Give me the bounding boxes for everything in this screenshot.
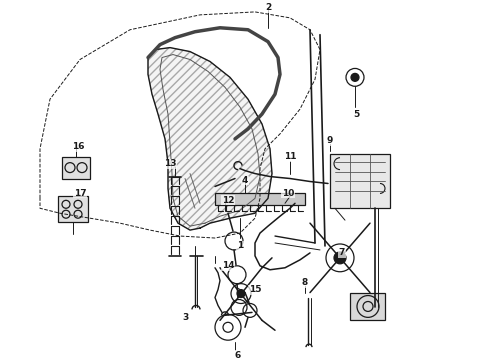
Bar bbox=[62, 157, 90, 179]
Text: 4: 4 bbox=[242, 176, 248, 185]
Bar bbox=[350, 293, 385, 320]
Text: 17: 17 bbox=[74, 189, 86, 198]
Text: 11: 11 bbox=[284, 152, 296, 161]
Circle shape bbox=[334, 252, 346, 264]
Text: 14: 14 bbox=[221, 261, 234, 270]
Text: 3: 3 bbox=[182, 313, 188, 322]
Text: 13: 13 bbox=[164, 159, 176, 168]
Text: 5: 5 bbox=[353, 109, 359, 118]
Text: 15: 15 bbox=[249, 285, 261, 294]
Bar bbox=[215, 193, 305, 205]
Circle shape bbox=[351, 73, 359, 81]
Text: 16: 16 bbox=[72, 142, 84, 151]
Text: 9: 9 bbox=[327, 136, 333, 145]
Text: 2: 2 bbox=[265, 4, 271, 13]
Bar bbox=[330, 154, 390, 208]
Text: 12: 12 bbox=[222, 196, 234, 205]
Polygon shape bbox=[148, 48, 272, 230]
Text: 8: 8 bbox=[302, 278, 308, 287]
Text: 7: 7 bbox=[339, 248, 345, 257]
Circle shape bbox=[237, 289, 245, 297]
Text: 1: 1 bbox=[237, 242, 243, 251]
Text: 10: 10 bbox=[282, 189, 294, 198]
Bar bbox=[58, 196, 88, 222]
Text: 6: 6 bbox=[235, 351, 241, 360]
